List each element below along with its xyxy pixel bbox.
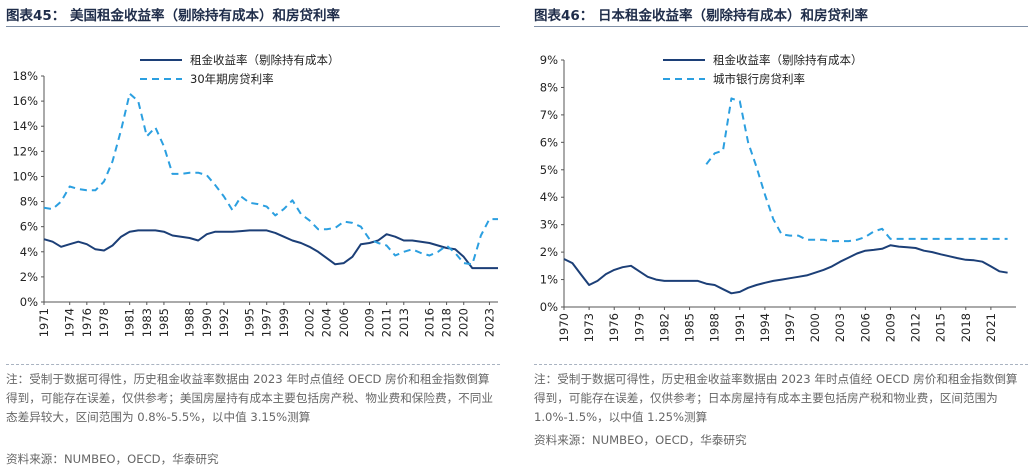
x-tick-label: 1979 — [632, 313, 646, 342]
x-tick-label: 2023 — [482, 308, 496, 337]
chart-panel-us: 图表45： 美国租金收益率（剔除持有成本）和房贷利率 0% 2% 4% 6% 8% 10%… — [0, 0, 500, 472]
chart-note: 注：受制于数据可得性，历史租金收益率数据由 2023 年时点值经 OECD 房价… — [6, 372, 493, 424]
y-tick-label: 2% — [20, 270, 38, 284]
x-tick-label: 2003 — [833, 313, 847, 342]
x-tick-label: 2020 — [457, 308, 471, 337]
title-divider — [6, 26, 500, 27]
chart-jp-rent-yield-mortgage: 0% 1% 2% 3% 4% 5% 6% 7% 8% 9% 1970 1973 1976 1979 1982… — [540, 53, 1016, 342]
legend-label: 城市银行房贷利率 — [713, 72, 805, 86]
x-tick-label: 1999 — [277, 308, 291, 337]
x-tick-label: 1976 — [80, 308, 94, 337]
x-tick-label: 1985 — [683, 313, 697, 342]
y-tick-label: 8% — [20, 195, 38, 209]
y-tick-label: 0% — [20, 295, 38, 309]
note-divider — [534, 364, 1028, 366]
y-tick-label: 18% — [12, 69, 38, 83]
x-tick-label: 1994 — [758, 313, 772, 342]
x-tick-label: 1988 — [708, 313, 722, 342]
y-tick-label: 5% — [540, 163, 558, 177]
x-tick-label: 1982 — [657, 313, 671, 342]
x-tick-label: 2016 — [422, 308, 436, 337]
chart-us-rent-yield-mortgage: 0% 2% 4% 6% 8% 10% 12% 14% 16% 18% 1971 1974 1976 197… — [12, 53, 498, 337]
chart-source: 资料来源：NUMBEO，OECD，华泰研究 — [6, 452, 219, 466]
chart-source: 资料来源：NUMBEO，OECD，华泰研究 — [534, 433, 747, 447]
x-tick-label: 1991 — [733, 313, 747, 342]
series-line-mortgage-rate — [705, 97, 1008, 243]
y-tick-label: 16% — [12, 94, 38, 108]
chart-title: 图表46： 日本租金收益率（剔除持有成本）和房贷利率 — [534, 8, 868, 24]
chart-panel-jp: 图表46： 日本租金收益率（剔除持有成本）和房贷利率 0% 1% 2% 3% 4% 5% 6… — [528, 0, 1028, 472]
y-tick-label: 4% — [540, 190, 558, 204]
x-tick-label: 1995 — [243, 308, 257, 337]
legend-label: 30年期房贷利率 — [190, 72, 274, 86]
x-tick-label: 2021 — [984, 313, 998, 342]
series-line-rent-yield — [563, 244, 1008, 295]
x-tick-label: 1981 — [123, 308, 137, 337]
x-tick-label: 1983 — [140, 308, 154, 337]
x-tick-label: 1976 — [607, 313, 621, 342]
x-tick-label: 2002 — [303, 308, 317, 337]
y-tick-label: 0% — [540, 300, 558, 314]
y-tick-label: 2% — [540, 245, 558, 259]
y-tick-label: 3% — [540, 218, 558, 232]
series-line-rent-yield — [43, 229, 498, 270]
x-tick-label: 2004 — [320, 308, 334, 337]
y-tick-label: 12% — [12, 144, 38, 158]
y-tick-label: 14% — [12, 119, 38, 133]
x-tick-label: 2013 — [397, 308, 411, 337]
y-tick-label: 7% — [540, 108, 558, 122]
x-tick-label: 1970 — [557, 313, 571, 342]
x-tick-label: 1997 — [783, 313, 797, 342]
x-tick-label: 1971 — [37, 308, 51, 337]
legend-label: 租金收益率（剔除持有成本） — [190, 53, 340, 67]
x-tick-label: 2018 — [440, 308, 454, 337]
x-tick-label: 1988 — [183, 308, 197, 337]
x-tick-label: 1978 — [97, 308, 111, 337]
y-tick-label: 10% — [12, 169, 38, 183]
y-tick-label: 8% — [540, 80, 558, 94]
x-tick-label: 2009 — [363, 308, 377, 337]
note-divider — [6, 364, 500, 366]
x-tick-label: 1974 — [63, 308, 77, 337]
x-tick-label: 1990 — [200, 308, 214, 337]
chart-note: 注：受制于数据可得性，历史租金收益率数据由 2023 年时点值经 OECD 房价… — [534, 372, 1018, 424]
x-tick-label: 2012 — [909, 313, 923, 342]
x-tick-label: 2006 — [337, 308, 351, 337]
chart-title: 图表45： 美国租金收益率（剔除持有成本）和房贷利率 — [6, 8, 340, 24]
x-tick-label: 2000 — [808, 313, 822, 342]
title-divider — [534, 26, 1028, 27]
x-tick-label: 2015 — [934, 313, 948, 342]
x-tick-label: 1973 — [582, 313, 596, 342]
y-tick-label: 6% — [540, 135, 558, 149]
y-tick-label: 9% — [540, 53, 558, 67]
series-line-mortgage-rate — [43, 92, 498, 266]
y-tick-label: 4% — [20, 245, 38, 259]
x-tick-label: 2018 — [959, 313, 973, 342]
x-tick-label: 1985 — [157, 308, 171, 337]
x-tick-label: 1992 — [217, 308, 231, 337]
legend-label: 租金收益率（剔除持有成本） — [713, 53, 863, 67]
y-tick-label: 1% — [540, 273, 558, 287]
y-tick-label: 6% — [20, 220, 38, 234]
x-tick-label: 2009 — [883, 313, 897, 342]
x-tick-label: 2011 — [380, 308, 394, 337]
x-tick-label: 1997 — [260, 308, 274, 337]
x-tick-label: 2006 — [858, 313, 872, 342]
